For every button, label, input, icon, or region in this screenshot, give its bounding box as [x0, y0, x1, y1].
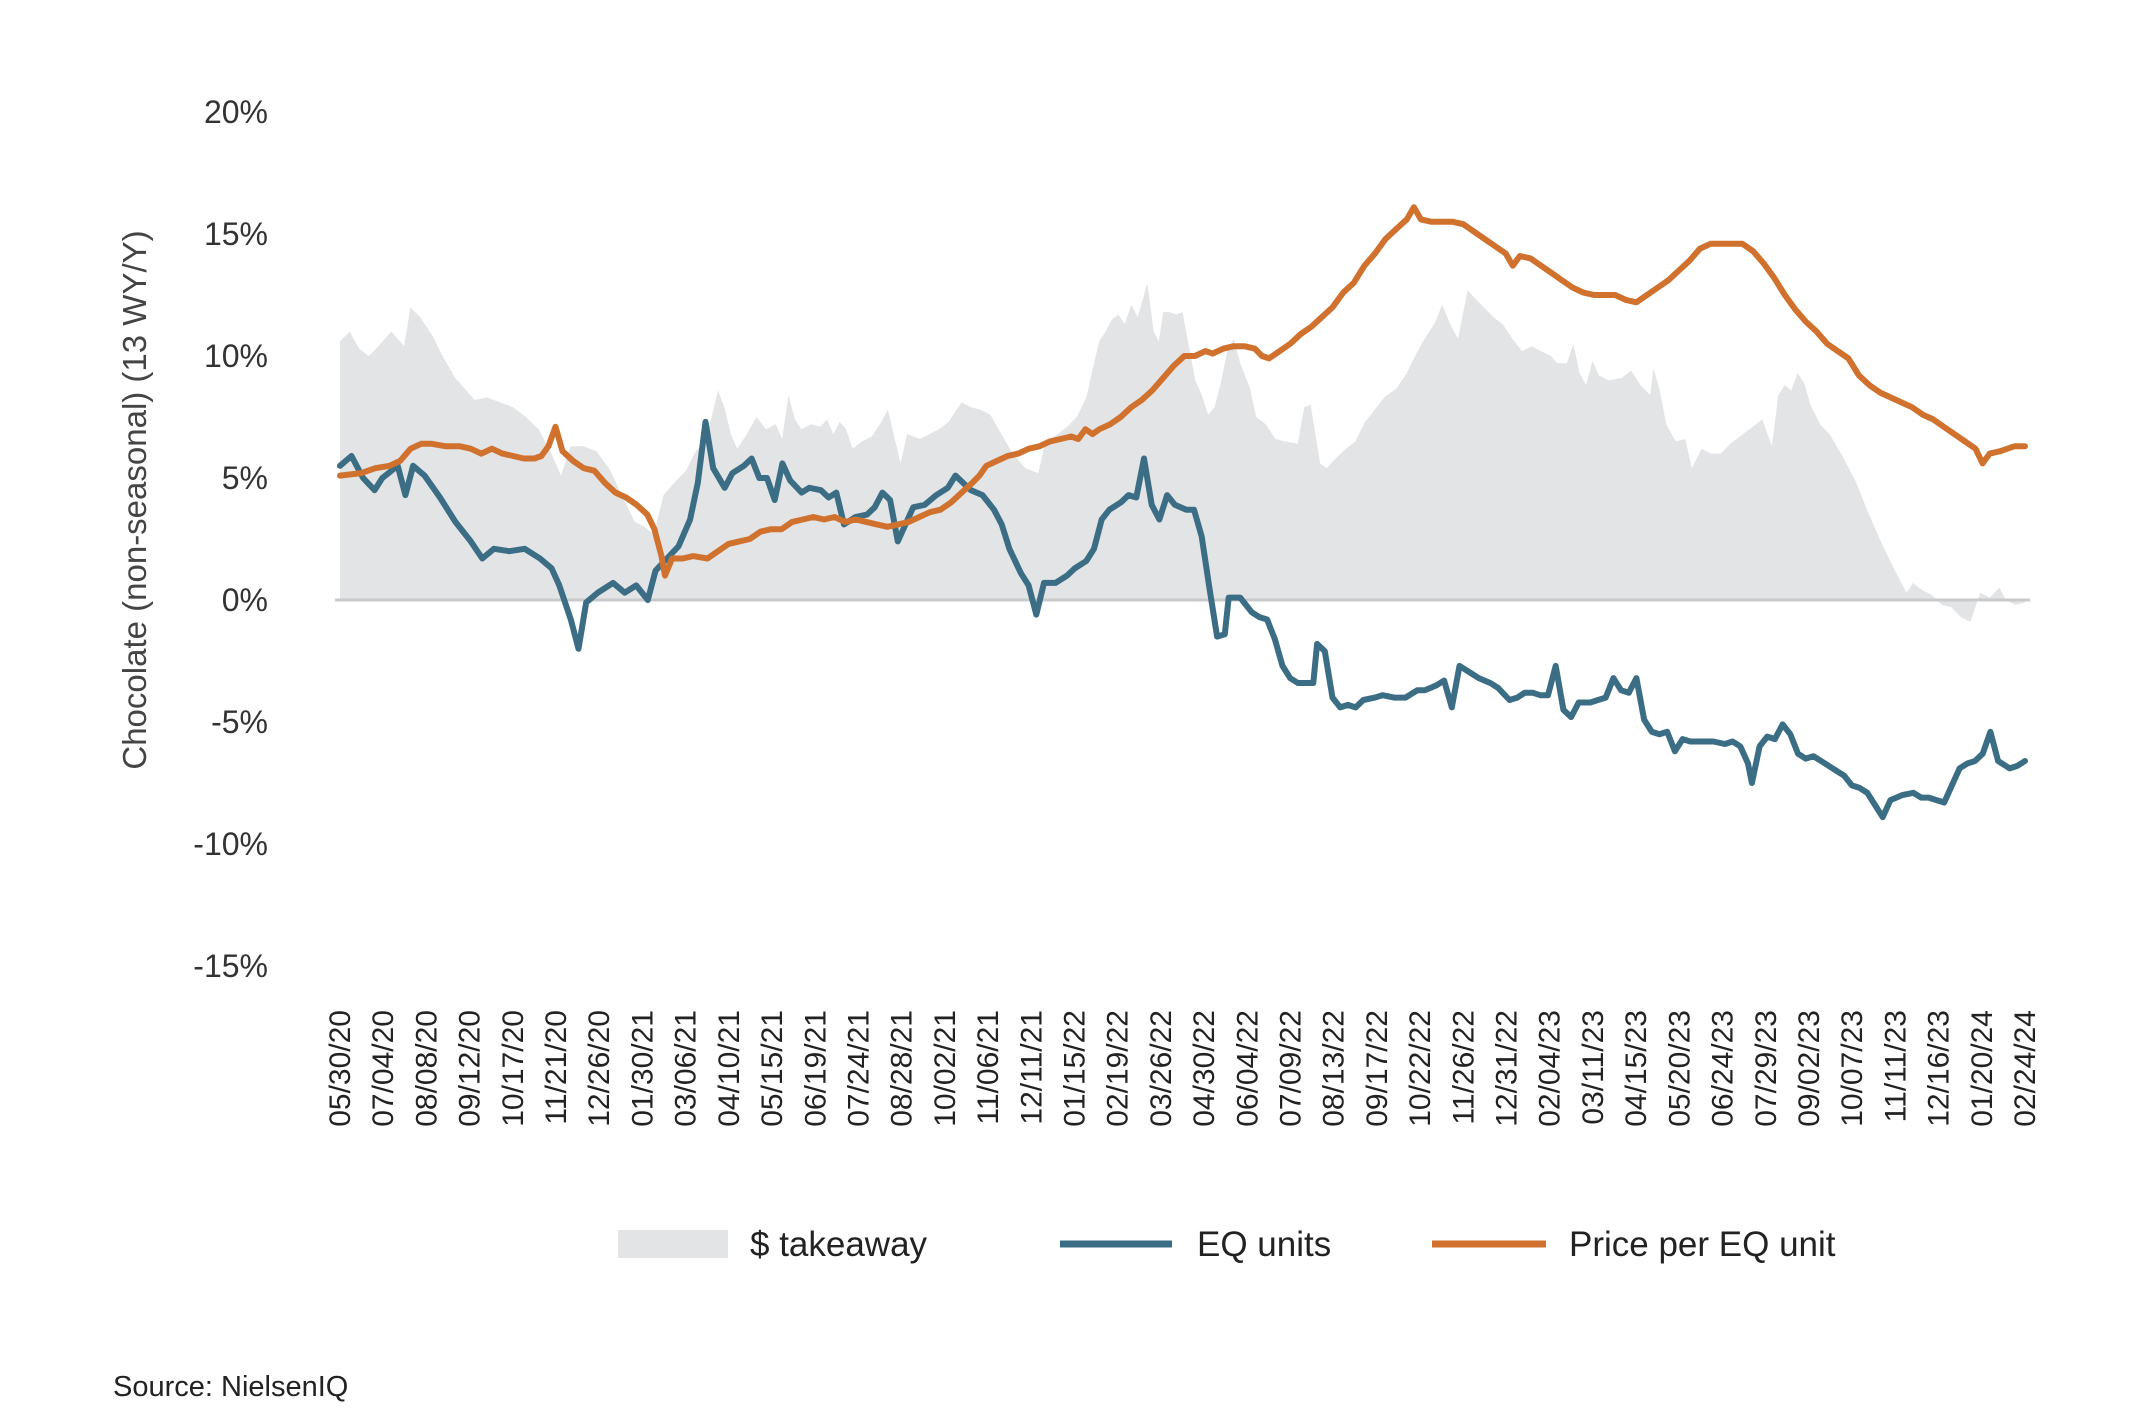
y-tick-label: -10%	[193, 826, 268, 862]
x-tick-label: 07/04/20	[367, 1010, 400, 1127]
x-tick-label: 09/02/23	[1793, 1010, 1826, 1127]
x-tick-label: 10/02/21	[929, 1010, 962, 1127]
x-tick-label: 06/19/21	[799, 1010, 832, 1127]
x-tick-label: 02/04/23	[1534, 1010, 1567, 1127]
y-axis-label: Chocolate (non-seasonal) (13 WY/Y)	[116, 230, 153, 769]
legend-label-eq-units: EQ units	[1197, 1225, 1331, 1264]
series-line-eq-units	[337, 418, 2028, 821]
x-tick-label: 06/24/23	[1707, 1010, 1740, 1127]
x-tick-label: 01/15/22	[1059, 1010, 1092, 1127]
x-tick-label: 06/04/22	[1231, 1010, 1264, 1127]
y-tick-label: 20%	[204, 94, 268, 130]
x-tick-label: 10/07/23	[1836, 1010, 1869, 1127]
x-tick-label: 05/30/20	[324, 1010, 357, 1127]
x-tick-label: 03/11/23	[1577, 1010, 1610, 1125]
takeaway-area-layer	[340, 282, 2025, 622]
series-area-takeaway	[340, 282, 2025, 622]
series-line-price-per-eq-unit	[337, 204, 2028, 579]
x-tick-label: 03/26/22	[1145, 1010, 1178, 1127]
x-tick-label: 11/11/23	[1879, 1010, 1912, 1122]
x-tick-label: 12/26/20	[583, 1010, 616, 1127]
x-tick-label: 07/29/23	[1750, 1010, 1783, 1127]
x-tick-label: 02/24/24	[2009, 1010, 2042, 1127]
x-tick-label: 03/06/21	[670, 1010, 703, 1127]
y-tick-label: -5%	[211, 704, 268, 740]
y-tick-label: 10%	[204, 338, 268, 374]
legend: $ takeaway EQ units Price per EQ unit	[618, 1225, 1836, 1264]
source-note: Source: NielsenIQ	[113, 1371, 348, 1403]
x-tick-label: 12/16/23	[1923, 1010, 1956, 1127]
x-tick-label: 02/19/22	[1102, 1010, 1135, 1127]
x-tick-label: 09/17/22	[1361, 1010, 1394, 1127]
series-lines-layer	[337, 204, 2028, 821]
legend-swatch-takeaway	[618, 1230, 728, 1258]
x-tick-label: 09/12/20	[454, 1010, 487, 1127]
y-axis-ticks: 20% 15% 10% 5% 0% -5% -10% -15%	[193, 94, 268, 984]
x-tick-label: 11/21/20	[540, 1010, 573, 1125]
x-tick-label: 11/06/21	[972, 1010, 1005, 1125]
x-tick-label: 11/26/22	[1447, 1010, 1480, 1125]
x-tick-label: 07/09/22	[1275, 1010, 1308, 1127]
x-tick-label: 10/17/20	[497, 1010, 530, 1127]
legend-label-takeaway: $ takeaway	[750, 1225, 928, 1264]
x-tick-label: 04/15/23	[1620, 1010, 1653, 1127]
x-tick-label: 04/10/21	[713, 1010, 746, 1127]
y-tick-label: -15%	[193, 948, 268, 984]
x-tick-label: 04/30/22	[1188, 1010, 1221, 1127]
x-tick-label: 07/24/21	[843, 1010, 876, 1127]
y-tick-label: 5%	[222, 460, 268, 496]
x-tick-label: 08/28/21	[886, 1010, 919, 1127]
x-tick-label: 08/08/20	[410, 1010, 443, 1127]
x-tick-label: 01/20/24	[1966, 1010, 1999, 1127]
x-tick-label: 12/31/22	[1491, 1010, 1524, 1127]
x-tick-label: 05/15/21	[756, 1010, 789, 1127]
y-tick-label: 15%	[204, 216, 268, 252]
legend-label-price: Price per EQ unit	[1569, 1225, 1836, 1264]
x-tick-label: 01/30/21	[626, 1010, 659, 1127]
x-tick-label: 10/22/22	[1404, 1010, 1437, 1127]
x-tick-label: 12/11/21	[1015, 1010, 1048, 1125]
x-tick-label: 08/13/22	[1318, 1010, 1351, 1127]
x-axis-ticks: 05/30/20 07/04/20 08/08/20 09/12/20 10/17/20…	[324, 1010, 2042, 1127]
x-tick-label: 05/20/23	[1663, 1010, 1696, 1127]
y-tick-label: 0%	[222, 582, 268, 618]
